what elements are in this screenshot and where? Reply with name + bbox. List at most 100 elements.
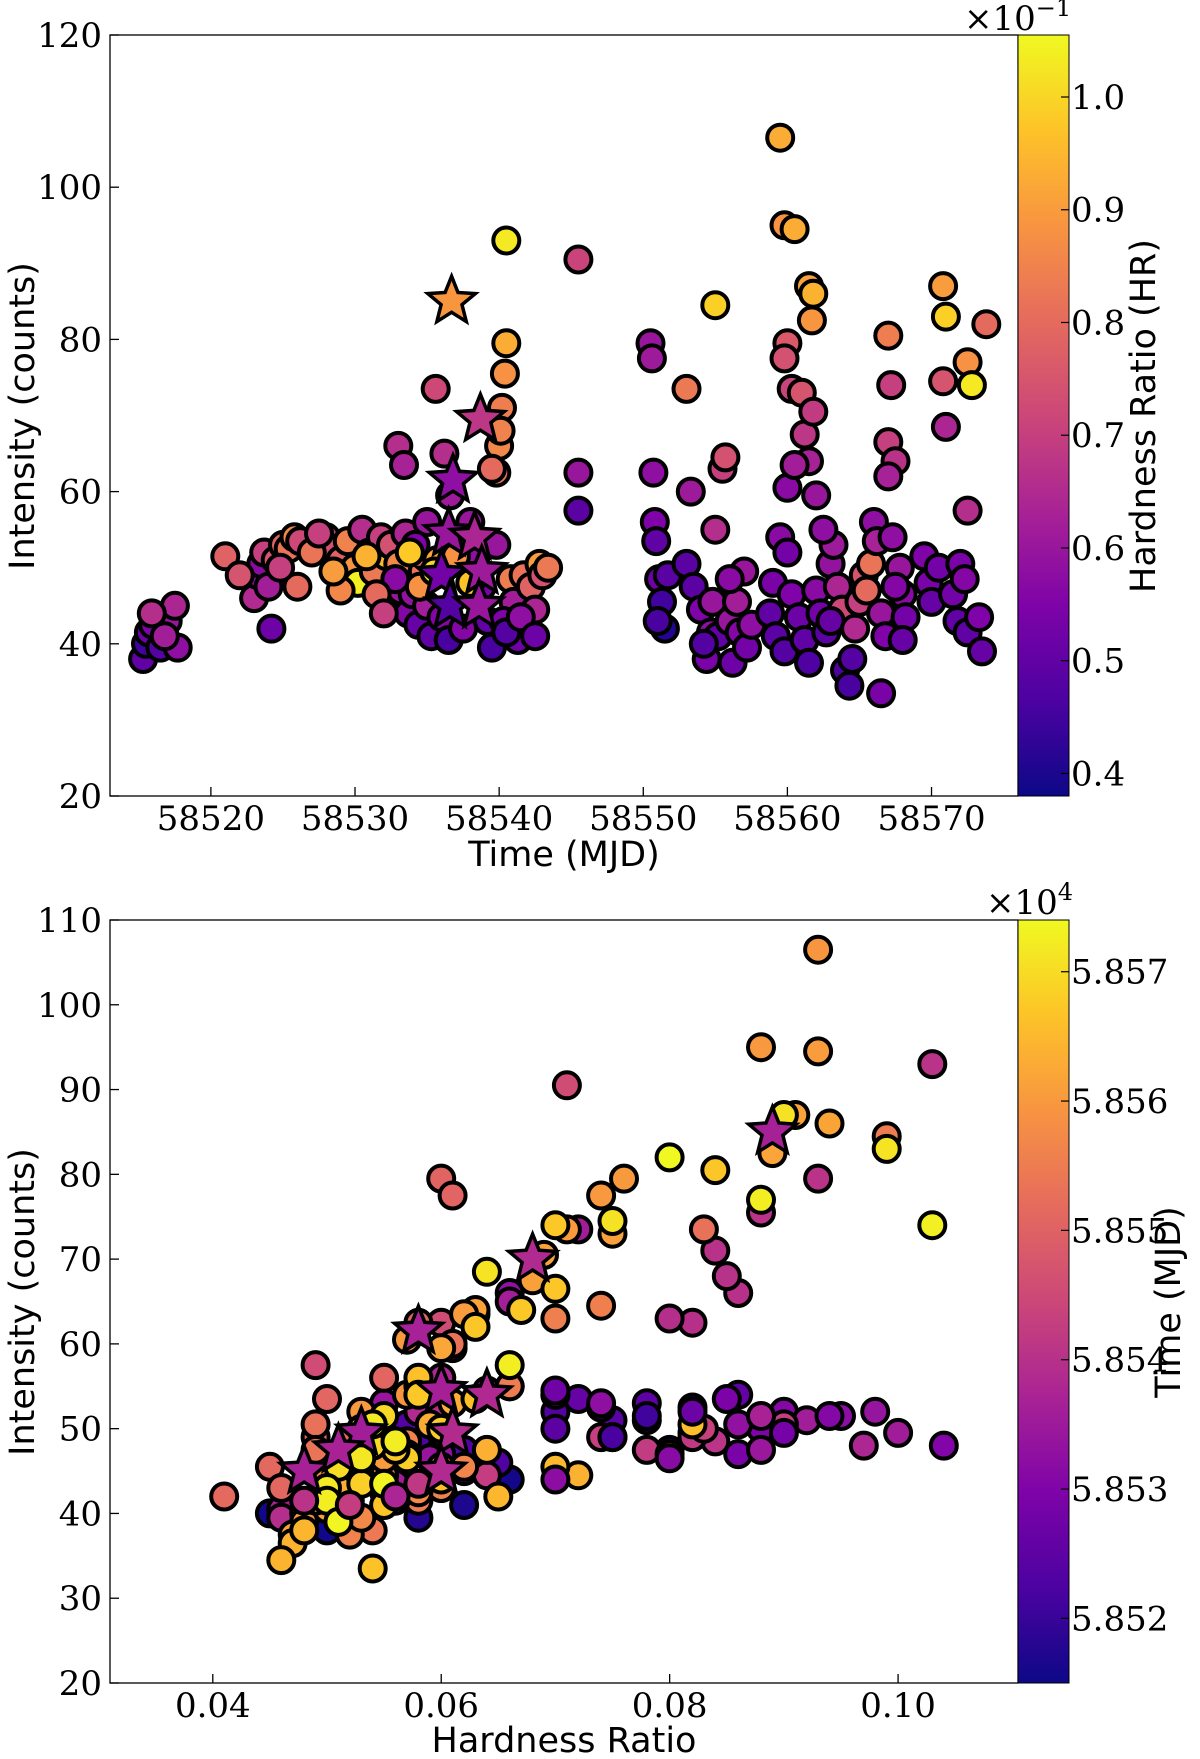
top-x-axis: 58520 58530 58540 58550 58560 58570 xyxy=(157,787,986,839)
top-data-point xyxy=(700,290,731,321)
top-data-point xyxy=(956,370,987,401)
top-data-point xyxy=(282,571,313,602)
top-data-point xyxy=(877,522,908,553)
bot-colorbar-tick-label: 5.855 xyxy=(1071,1211,1168,1251)
top-data-point xyxy=(815,606,846,636)
top-colorbar-multiplier: ×10−1 xyxy=(964,0,1071,39)
top-colorbar-frame xyxy=(1017,34,1070,797)
top-ytick-label: 80 xyxy=(59,320,102,360)
bot-xtick-label: 0.04 xyxy=(175,1686,251,1726)
top-data-point xyxy=(563,457,594,488)
top-data-point xyxy=(256,613,287,644)
bot-ytick-label: 70 xyxy=(59,1240,102,1280)
bot-data-point xyxy=(677,1396,708,1427)
bot-data-point xyxy=(700,1155,731,1186)
bot-colorbar-tick-label: 5.853 xyxy=(1071,1470,1168,1510)
top-data-point xyxy=(265,552,296,583)
bot-data-point xyxy=(688,1214,719,1245)
bot-colorbar-tick-label: 5.854 xyxy=(1071,1341,1168,1381)
top-y-axis: 20 40 60 80 100 120 xyxy=(37,16,119,817)
top-data-point xyxy=(930,411,961,442)
bot-data-point xyxy=(494,1350,525,1381)
bottom-colorbar-multiplier-exponent: 4 xyxy=(1058,878,1073,906)
top-colorbar-tick-label: 0.9 xyxy=(1071,191,1125,231)
bottom-plot-frame xyxy=(109,919,1019,1684)
bot-data-point xyxy=(768,1417,799,1448)
bot-data-point xyxy=(631,1401,662,1431)
top-data-point xyxy=(671,373,702,404)
bot-ytick-label: 90 xyxy=(59,1071,102,1111)
top-data-point xyxy=(224,560,255,591)
top-data-point xyxy=(563,244,594,275)
top-data-point xyxy=(779,450,810,480)
top-data-point xyxy=(837,644,868,674)
bot-data-point xyxy=(540,1303,571,1334)
bot-ytick-label: 100 xyxy=(37,986,102,1026)
top-data-point xyxy=(798,278,829,309)
top-data-point xyxy=(769,343,800,374)
bot-data-point xyxy=(586,1290,617,1321)
bot-data-point xyxy=(654,1303,685,1334)
bottom-colorbar xyxy=(1018,920,1069,1683)
top-colorbar-tick-label: 0.4 xyxy=(1071,754,1125,794)
top-data-point xyxy=(641,526,672,557)
top-data-point xyxy=(136,598,167,629)
top-highlight-star xyxy=(424,450,482,505)
top-data-point xyxy=(801,480,832,511)
bottom-y-axis-label: Intensity (counts) xyxy=(3,1148,43,1456)
bot-data-point xyxy=(711,1261,742,1292)
top-data-point xyxy=(772,537,803,568)
top-data-point xyxy=(928,366,959,397)
top-data-point xyxy=(394,537,425,568)
top-data-point xyxy=(149,621,180,652)
bot-highlight-star xyxy=(504,1229,561,1284)
bot-data-point xyxy=(654,1443,685,1474)
bot-data-point xyxy=(540,1210,571,1241)
bot-data-point xyxy=(803,934,834,965)
bot-data-point xyxy=(883,1417,914,1448)
bot-highlight-star xyxy=(412,1360,470,1415)
top-xtick-label: 58520 xyxy=(157,799,265,839)
top-xtick-label: 58550 xyxy=(589,799,697,839)
top-colorbar-ticks: 0.4 0.5 0.6 0.7 0.8 0.9 1.0 xyxy=(1061,78,1125,794)
bot-highlight-star xyxy=(458,1365,516,1419)
bot-data-point xyxy=(540,1464,571,1495)
bottom-panel: 0.04 0.06 0.08 0.10 2030405060708090100110 … xyxy=(3,878,1189,1759)
top-xtick-label: 58530 xyxy=(301,799,409,839)
bot-data-point xyxy=(803,1036,834,1067)
top-ytick-label: 40 xyxy=(59,625,102,665)
bot-data-point xyxy=(449,1490,480,1520)
bot-ytick-label: 40 xyxy=(59,1494,102,1534)
top-highlight-star xyxy=(420,503,477,558)
bottom-colorbar-label: Time (MJD) xyxy=(1149,1206,1189,1399)
bot-data-point xyxy=(437,1180,468,1211)
bot-data-point xyxy=(209,1481,240,1512)
bot-ytick-label: 60 xyxy=(59,1325,102,1365)
bottom-y-axis: 20 30 40 50 60 70 80 90 100 110 xyxy=(37,901,119,1704)
top-data-point xyxy=(873,320,904,351)
bot-data-point xyxy=(266,1545,297,1576)
bottom-colorbar-ticks: 5.852 5.853 5.854 5.855 5.856 5.857 xyxy=(1061,953,1168,1639)
top-highlight-star xyxy=(423,271,480,326)
bot-data-point xyxy=(334,1490,365,1520)
bot-colorbar-tick-label: 5.857 xyxy=(1071,953,1168,993)
bot-data-point xyxy=(746,1401,776,1431)
top-data-point xyxy=(675,476,706,507)
top-data-point xyxy=(710,442,741,473)
bot-colorbar-tick-label: 5.852 xyxy=(1071,1599,1168,1639)
bot-data-point xyxy=(540,1413,571,1444)
bot-data-point xyxy=(551,1070,582,1101)
bot-ytick-label: 80 xyxy=(59,1155,102,1195)
top-colorbar-tick-label: 0.7 xyxy=(1071,416,1125,456)
bot-data-point xyxy=(483,1481,514,1512)
top-data-point xyxy=(930,301,961,332)
top-data-point xyxy=(520,621,551,652)
top-ytick-label: 20 xyxy=(59,777,102,817)
bot-highlight-star xyxy=(424,1403,481,1457)
top-data-point xyxy=(714,564,745,595)
bot-data-point xyxy=(312,1384,342,1414)
bot-data-point xyxy=(860,1396,891,1427)
bot-highlight-star xyxy=(275,1441,333,1496)
top-data-point xyxy=(765,122,796,153)
